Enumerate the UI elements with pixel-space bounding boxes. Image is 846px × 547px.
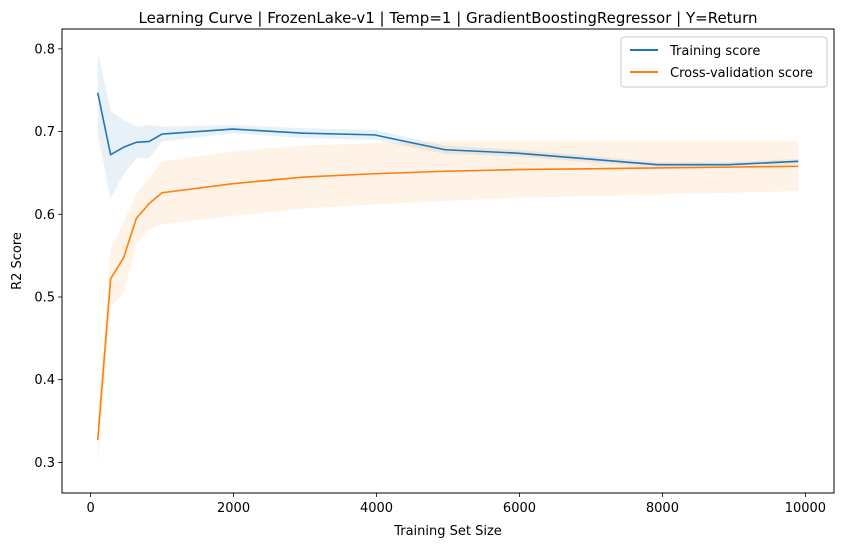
x-tick-label: 4000 xyxy=(360,501,393,516)
legend-label-cv: Cross-validation score xyxy=(670,66,813,81)
x-tick-label: 6000 xyxy=(503,501,536,516)
y-tick-label: 0.4 xyxy=(34,373,55,388)
y-tick-label: 0.5 xyxy=(34,290,55,305)
x-tick-label: 2000 xyxy=(217,501,250,516)
legend-box xyxy=(620,36,828,88)
y-tick-label: 0.8 xyxy=(34,42,55,57)
confidence-bands xyxy=(97,52,799,465)
y-tick-label: 0.3 xyxy=(34,456,55,471)
chart-title: Learning Curve | FrozenLake-v1 | Temp=1 … xyxy=(139,9,758,27)
y-axis-label: R2 Score xyxy=(10,232,25,290)
y-tick-label: 0.7 xyxy=(34,125,55,140)
x-tick-label: 8000 xyxy=(646,501,679,516)
line-cv xyxy=(96,165,799,441)
legend-label-training: Training score xyxy=(669,44,760,59)
x-axis-ticks: 0 2000 4000 6000 8000 10000 xyxy=(86,493,826,516)
y-tick-label: 0.6 xyxy=(34,208,55,223)
plot-frame xyxy=(61,28,835,494)
x-axis-label: Training Set Size xyxy=(393,524,502,539)
series-lines xyxy=(96,92,799,441)
y-axis-ticks: 0.3 0.4 0.5 0.6 0.7 0.8 xyxy=(34,42,62,471)
legend: Training score Cross-validation score xyxy=(620,36,828,88)
x-tick-label: 0 xyxy=(86,501,94,516)
band-cv xyxy=(97,141,799,465)
x-tick-label: 10000 xyxy=(785,501,826,516)
line-training xyxy=(96,92,799,166)
